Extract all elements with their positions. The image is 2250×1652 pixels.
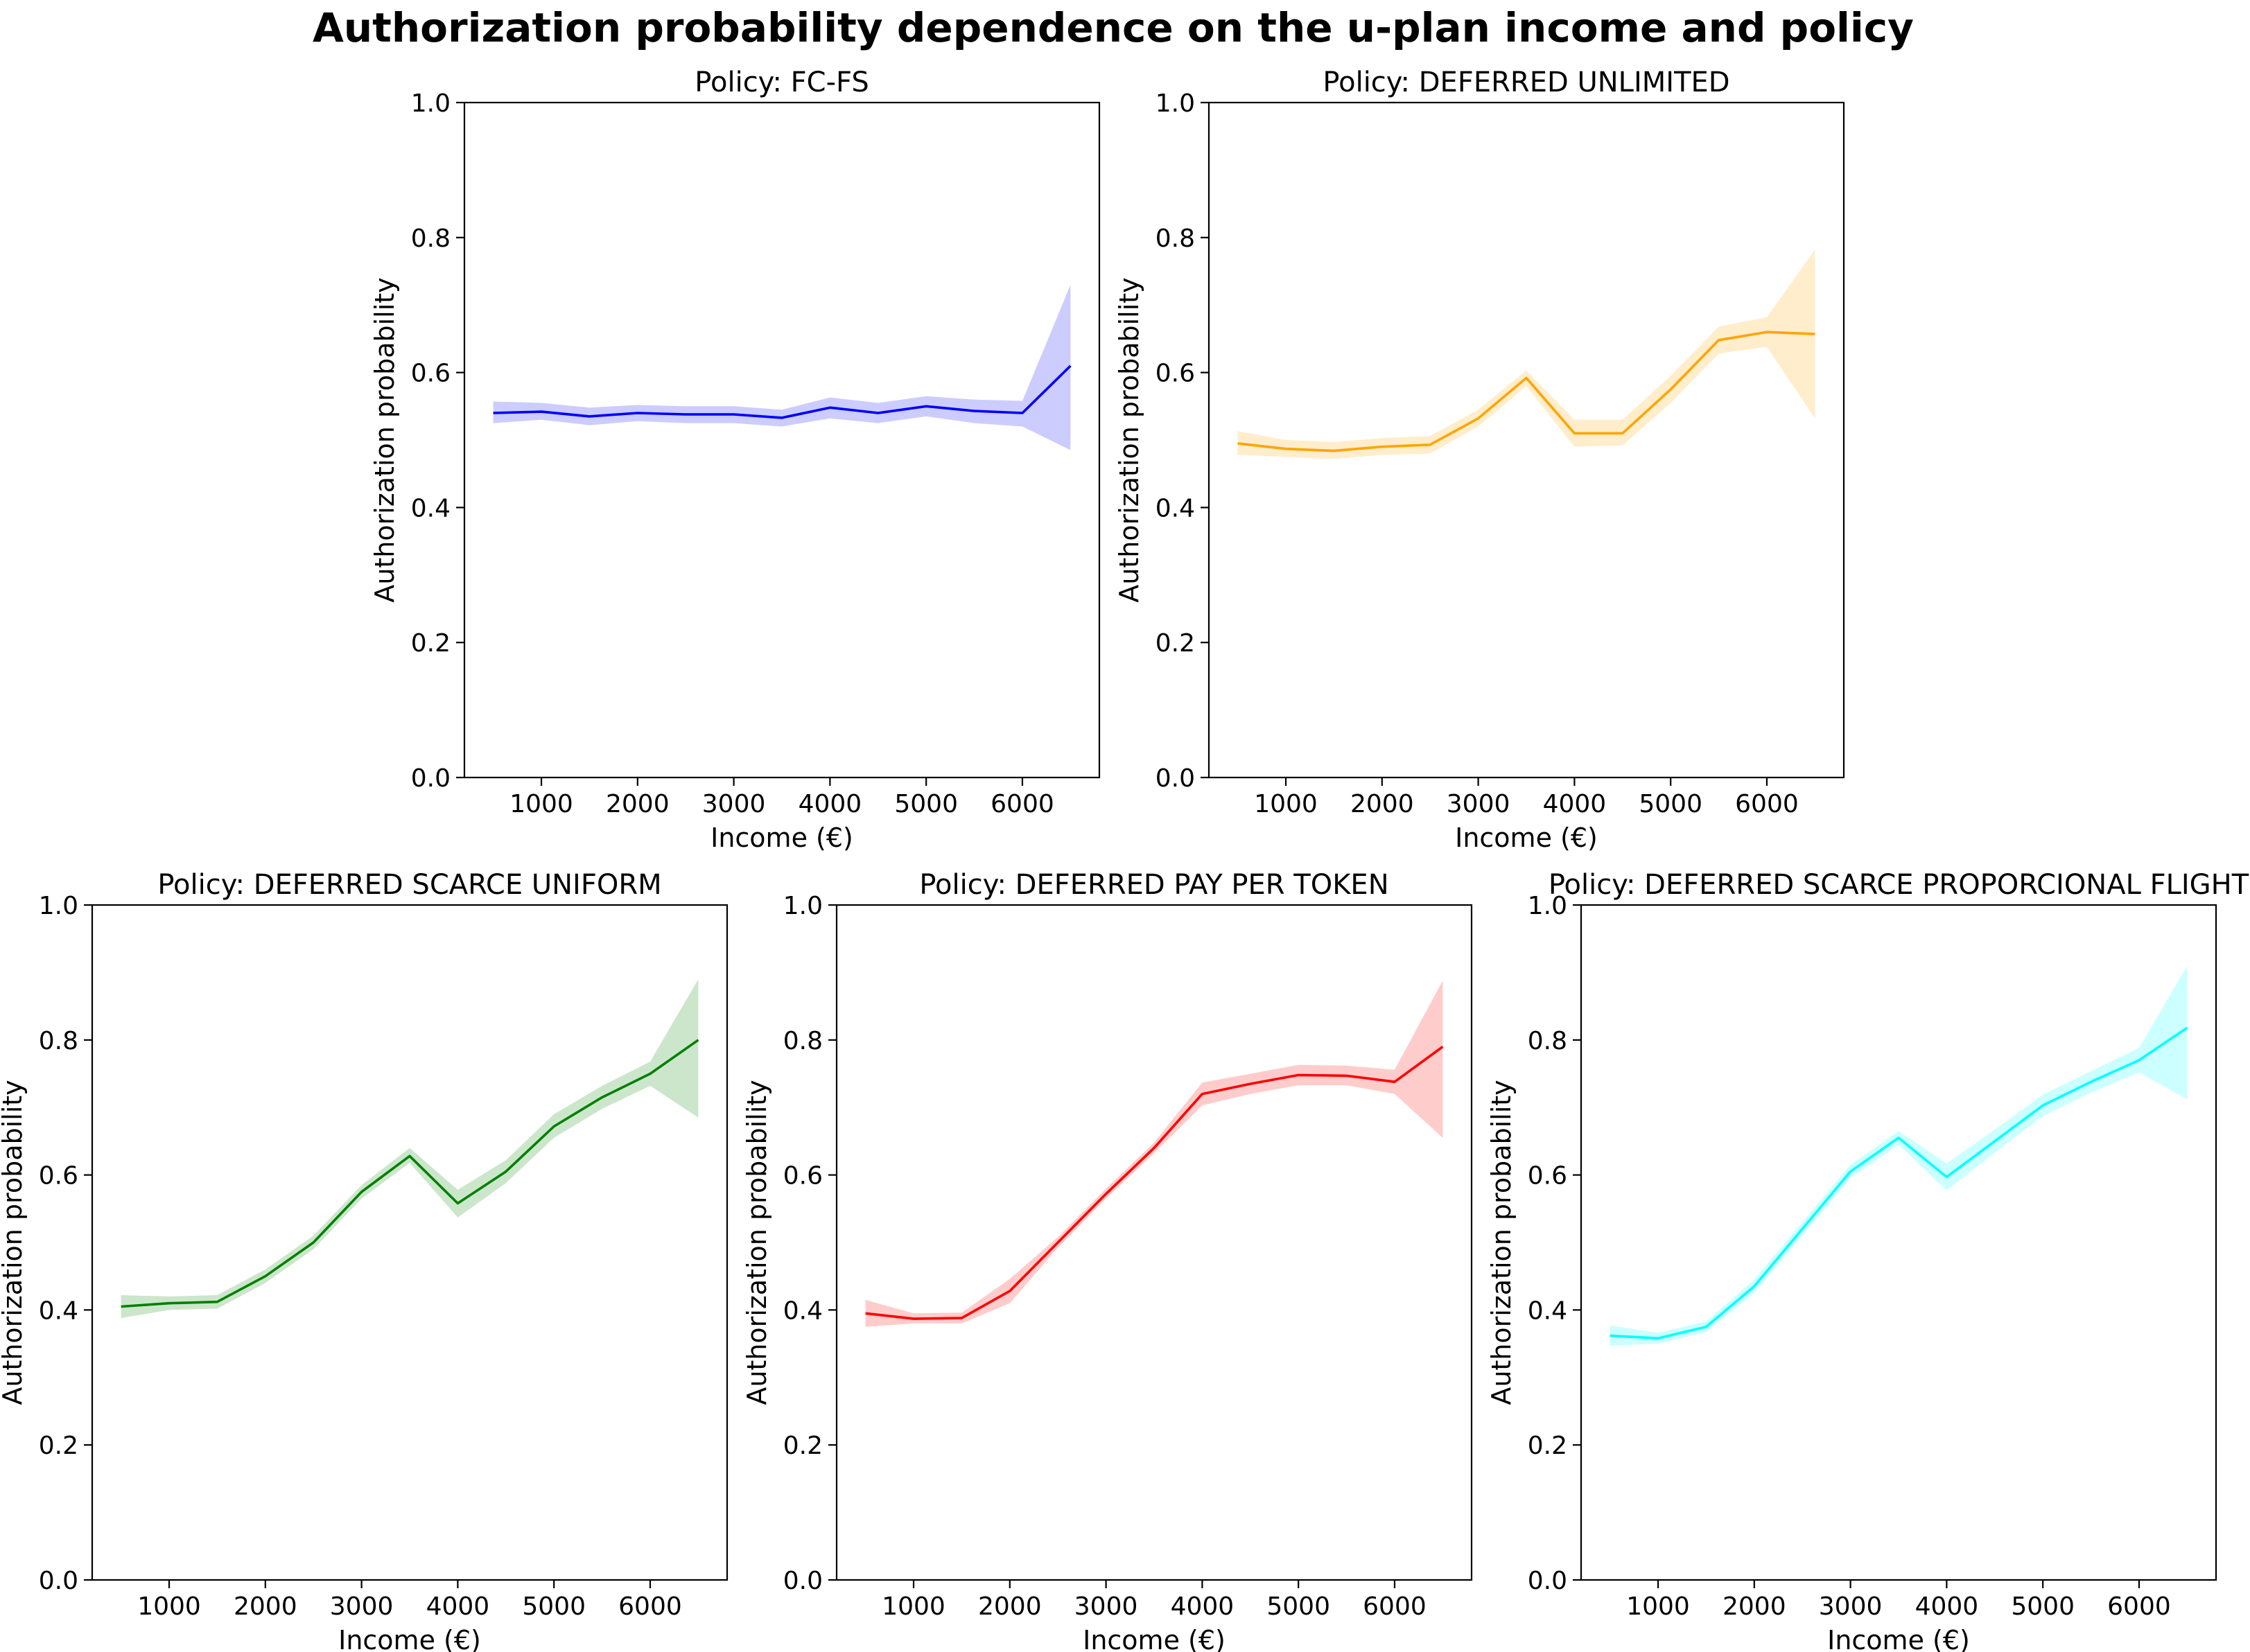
x-tick-label: 4000: [1915, 1592, 1979, 1621]
y-tick-label: 0.8: [39, 1027, 78, 1055]
y-tick-label: 0.8: [1528, 1027, 1567, 1055]
x-tick-label: 6000: [1735, 790, 1799, 818]
y-axis-label: Authorization probability: [1114, 277, 1144, 602]
y-tick-label: 0.0: [411, 764, 451, 793]
figure-title: Authorization probability dependence on …: [313, 4, 1914, 51]
chart-panel-5: 1000 2000 3000 4000 5000 6000 0.0 0.2 0.4 0.6 0.8 1…: [1486, 869, 2249, 1652]
y-axis-label: Authorization probability: [1486, 1080, 1517, 1405]
x-tick-label: 6000: [2107, 1592, 2171, 1621]
y-tick-label: 0.4: [1155, 494, 1195, 522]
series-line: [121, 1039, 699, 1308]
series-line: [1610, 1026, 2188, 1340]
confidence-band: [493, 285, 1071, 450]
panel-title: Policy: DEFERRED UNLIMITED: [1323, 67, 1729, 98]
chart-panel-4: 1000 2000 3000 4000 5000 6000 0.0 0.2 0.4 0.6 0.8 1…: [742, 869, 1473, 1652]
x-tick-label: 6000: [618, 1592, 682, 1621]
x-tick-label: 3000: [1074, 1592, 1138, 1621]
x-axis-label: Income (€): [1455, 823, 1598, 853]
y-tick-label: 0.2: [39, 1432, 78, 1460]
x-tick-label: 2000: [1723, 1592, 1786, 1621]
x-tick-label: 6000: [991, 790, 1054, 818]
series-line: [865, 1046, 1444, 1320]
y-tick-label: 0.0: [1528, 1567, 1567, 1595]
panel-title: Policy: FC-FS: [695, 67, 869, 98]
y-axis-label: Authorization probability: [742, 1080, 772, 1405]
x-tick-label: 5000: [1639, 790, 1702, 818]
y-tick-label: 0.4: [1528, 1297, 1567, 1325]
x-axis-label: Income (€): [1827, 1625, 1970, 1652]
y-tick-label: 0.2: [783, 1432, 823, 1460]
y-tick-label: 1.0: [1528, 892, 1567, 920]
panel-title: Policy: DEFERRED PAY PER TOKEN: [919, 869, 1388, 901]
confidence-band: [121, 979, 699, 1319]
panels: 1000 2000 3000 4000 5000 6000 0.0 0.2 0.4 0.6 0.8 1…: [0, 67, 2249, 1652]
x-tick-label: 2000: [234, 1592, 297, 1621]
y-tick-label: 0.4: [783, 1297, 823, 1325]
x-tick-label: 1000: [137, 1592, 201, 1621]
y-tick-label: 0.8: [411, 225, 451, 253]
y-tick-label: 0.4: [411, 494, 451, 522]
x-tick-label: 1000: [509, 790, 573, 818]
axes-frame: [835, 904, 1473, 1581]
y-tick-label: 1.0: [39, 892, 78, 920]
confidence-band: [1610, 965, 2188, 1346]
panel-title: Policy: DEFERRED SCARCE UNIFORM: [157, 869, 661, 901]
x-tick-label: 3000: [1447, 790, 1510, 818]
x-tick-label: 2000: [1350, 790, 1414, 818]
chart-panel-1: 1000 2000 3000 4000 5000 6000 0.0 0.2 0.4 0.6 0.8 1…: [369, 67, 1101, 853]
y-tick-label: 0.0: [39, 1567, 78, 1595]
y-tick-label: 0.2: [1528, 1432, 1567, 1460]
y-tick-label: 0.6: [1155, 360, 1195, 388]
confidence-band: [865, 981, 1443, 1327]
y-tick-label: 0.6: [783, 1162, 823, 1190]
x-axis-label: Income (€): [1083, 1625, 1226, 1652]
y-tick-label: 0.8: [783, 1027, 823, 1055]
y-tick-label: 0.6: [1528, 1162, 1567, 1190]
axes-frame: [91, 904, 729, 1581]
x-tick-label: 2000: [606, 790, 670, 818]
confidence-band: [1237, 249, 1815, 459]
x-tick-label: 5000: [2011, 1592, 2075, 1621]
y-tick-label: 0.8: [1155, 225, 1195, 253]
panel-title: Policy: DEFERRED SCARCE PROPORCIONAL FLI…: [1549, 869, 2249, 901]
x-tick-label: 4000: [1171, 1592, 1235, 1621]
y-tick-label: 0.4: [39, 1297, 78, 1325]
y-tick-label: 0.2: [411, 629, 451, 658]
y-tick-label: 1.0: [411, 89, 451, 118]
y-axis-label: Authorization probability: [0, 1080, 28, 1405]
x-tick-label: 1000: [1254, 790, 1318, 818]
series-line: [493, 364, 1072, 419]
axes-frame: [1207, 101, 1845, 779]
y-tick-label: 0.6: [411, 360, 451, 388]
x-tick-label: 4000: [799, 790, 862, 818]
x-tick-label: 3000: [330, 1592, 394, 1621]
chart-panel-3: 1000 2000 3000 4000 5000 6000 0.0 0.2 0.4 0.6 0.8 1…: [0, 869, 729, 1652]
x-tick-label: 3000: [1819, 1592, 1883, 1621]
x-tick-label: 1000: [1626, 1592, 1690, 1621]
axes-frame: [1580, 904, 2217, 1581]
x-axis-label: Income (€): [710, 823, 853, 853]
y-tick-label: 0.0: [783, 1567, 823, 1595]
y-tick-label: 1.0: [783, 892, 823, 920]
x-axis-label: Income (€): [338, 1625, 481, 1652]
y-tick-label: 0.0: [1155, 764, 1195, 793]
x-tick-label: 3000: [702, 790, 766, 818]
x-tick-label: 4000: [1543, 790, 1607, 818]
x-tick-label: 5000: [522, 1592, 586, 1621]
axes-frame: [463, 101, 1101, 779]
x-tick-label: 6000: [1363, 1592, 1427, 1621]
y-tick-label: 0.2: [1155, 629, 1195, 658]
chart-panel-2: 1000 2000 3000 4000 5000 6000 0.0 0.2 0.4 0.6 0.8 1…: [1114, 67, 1845, 853]
x-tick-label: 4000: [426, 1592, 490, 1621]
y-axis-label: Authorization probability: [369, 277, 400, 602]
y-tick-label: 0.6: [39, 1162, 78, 1190]
x-tick-label: 5000: [1266, 1592, 1330, 1621]
x-tick-label: 1000: [882, 1592, 945, 1621]
series-line: [1237, 331, 1815, 452]
x-tick-label: 5000: [894, 790, 958, 818]
y-tick-label: 1.0: [1155, 89, 1195, 118]
x-tick-label: 2000: [978, 1592, 1042, 1621]
